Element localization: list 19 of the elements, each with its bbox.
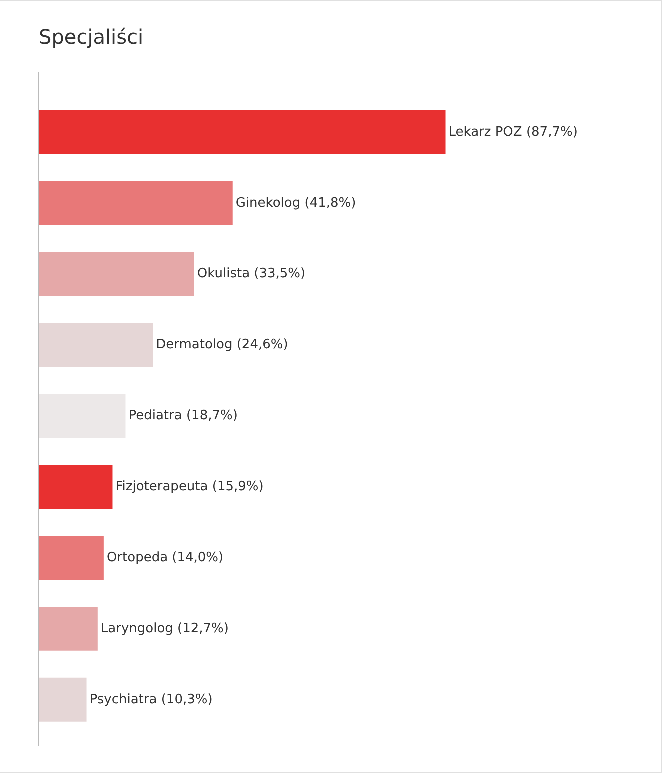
chart-title: Specjaliści <box>39 25 144 49</box>
data-label: Ginekolog (41,8%) <box>236 196 356 211</box>
bar <box>39 678 87 722</box>
data-label: Lekarz POZ (87,7%) <box>448 124 578 140</box>
data-label: Fizjoterapeuta (15,9%) <box>116 480 264 495</box>
bar <box>39 110 446 154</box>
bar <box>39 606 98 651</box>
data-label: Psychiatra (10,3%) <box>90 692 213 708</box>
bar <box>39 252 194 296</box>
bar <box>39 536 104 580</box>
data-label: Dermatolog (24,6%) <box>156 338 288 353</box>
bar <box>39 394 126 438</box>
data-label: Pediatra (18,7%) <box>128 408 238 424</box>
bar <box>39 181 233 226</box>
bar <box>39 465 113 510</box>
bar <box>39 323 154 368</box>
data-label: Okulista (33,5%) <box>197 266 306 282</box>
data-label: Laryngolog (12,7%) <box>100 621 229 636</box>
data-label: Ortopeda (14,0%) <box>106 550 224 566</box>
